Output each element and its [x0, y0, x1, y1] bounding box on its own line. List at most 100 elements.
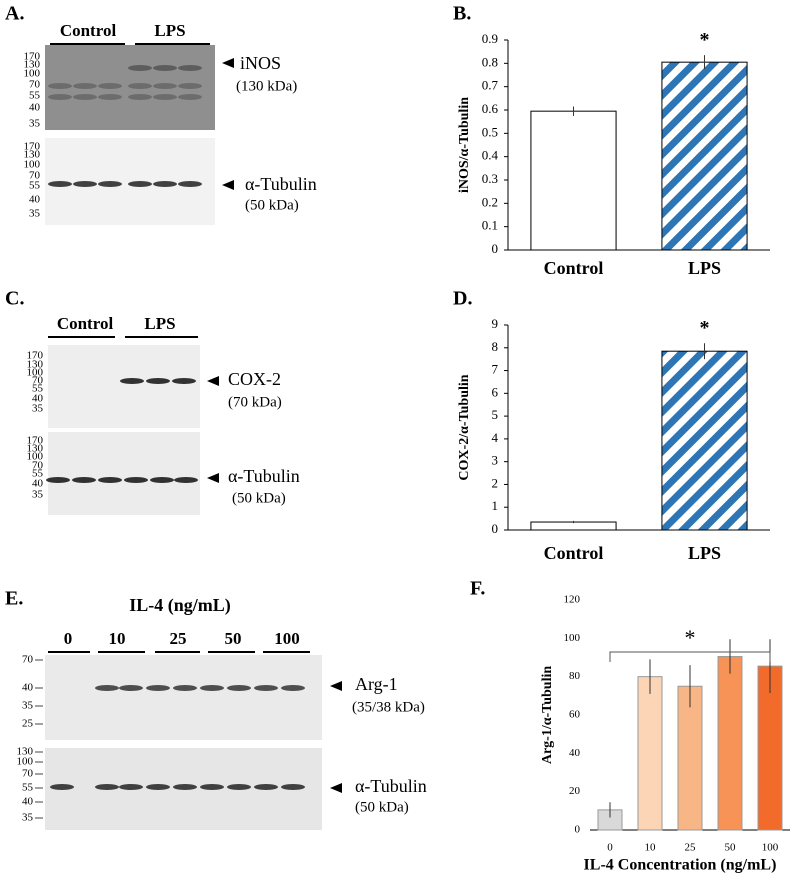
group-label: LPS	[154, 21, 185, 40]
blot-band	[146, 685, 170, 691]
blot-band	[98, 477, 122, 483]
marker-label: 25	[22, 718, 34, 730]
arrow	[222, 58, 234, 68]
group-label: 25	[170, 629, 187, 648]
blot-image	[45, 655, 322, 740]
blot-band	[124, 477, 148, 483]
marker-label: 35	[29, 118, 41, 130]
blot-band	[227, 685, 251, 691]
y-tick-label: 40	[569, 747, 581, 759]
marker-label: 170	[27, 350, 44, 362]
arrow	[330, 783, 342, 793]
group-label: Control	[60, 21, 117, 40]
marker-label: 100	[27, 451, 44, 463]
significance: *	[700, 317, 710, 339]
blot-band	[200, 784, 224, 790]
group-label: 100	[274, 629, 300, 648]
blot-band	[98, 181, 122, 187]
blot-band	[128, 83, 152, 89]
marker-label: 130	[17, 746, 34, 758]
panel-label: C.	[5, 288, 24, 310]
blot-band	[150, 477, 174, 483]
y-tick-label: 0.4	[482, 148, 499, 163]
marker-label: 70	[32, 460, 44, 472]
blot-band	[146, 378, 170, 384]
protein-label: (35/38 kDa)	[352, 699, 425, 715]
blot-band	[73, 83, 97, 89]
marker-label: 40	[32, 393, 44, 405]
panel-label: D.	[453, 288, 472, 310]
marker-label: 100	[24, 68, 41, 80]
y-tick-label: 0	[575, 824, 581, 836]
protein-label: (50 kDa)	[355, 799, 409, 815]
bar	[530, 521, 617, 531]
blot-band	[200, 685, 224, 691]
blot-band	[50, 784, 74, 790]
x-tick-label: Control	[544, 258, 604, 278]
marker-label: 55	[32, 383, 44, 395]
marker-label: 170	[24, 51, 41, 63]
marker-label: 70	[29, 170, 41, 182]
x-tick-label: 25	[685, 842, 697, 854]
blot-band	[48, 94, 72, 100]
marker-label: 40	[29, 102, 41, 114]
y-tick-label: 0	[492, 521, 499, 536]
y-axis-label: Arg-1/α-Tubulin	[540, 666, 555, 765]
marker-label: 40	[32, 478, 44, 490]
blot-band	[128, 94, 152, 100]
marker-label: 55	[29, 90, 41, 102]
arrow	[207, 376, 219, 386]
y-tick-label: 60	[569, 709, 581, 721]
y-tick-label: 0	[492, 241, 499, 256]
bar	[661, 61, 748, 251]
protein-label: α-Tubulin	[355, 776, 427, 796]
y-tick-label: 2	[492, 475, 499, 490]
blot-band	[281, 784, 305, 790]
panel-label: E.	[5, 588, 23, 610]
y-axis-label: iNOS/α-Tubulin	[457, 97, 472, 193]
y-tick-label: 5	[492, 407, 499, 422]
blot-band	[46, 477, 70, 483]
protein-label: (130 kDa)	[236, 78, 297, 94]
x-axis-label: IL-4 Concentration (ng/mL)	[584, 857, 777, 874]
x-tick-label: 10	[645, 842, 657, 854]
marker-label: 35	[22, 700, 34, 712]
x-tick-label: 0	[607, 842, 613, 854]
blot-band	[178, 65, 202, 71]
blot-band	[119, 784, 143, 790]
x-tick-label: 50	[725, 842, 737, 854]
group-label: 0	[64, 629, 73, 648]
marker-label: 130	[27, 443, 44, 455]
marker-label: 100	[24, 159, 41, 171]
protein-label: Arg-1	[355, 674, 398, 694]
marker-label: 130	[27, 359, 44, 371]
blot-band	[227, 784, 251, 790]
blot-image	[48, 432, 200, 515]
protein-label: (50 kDa)	[232, 490, 286, 506]
y-tick-label: 0.5	[482, 124, 498, 139]
panel-label: B.	[453, 3, 471, 25]
y-tick-label: 80	[569, 670, 581, 682]
blot-band	[72, 477, 96, 483]
y-tick-label: 0.2	[482, 194, 498, 209]
blot-band	[48, 181, 72, 187]
protein-label: iNOS	[240, 53, 281, 73]
bar	[677, 685, 703, 831]
marker-label: 55	[29, 180, 41, 192]
marker-label: 130	[24, 59, 41, 71]
blot-band	[98, 94, 122, 100]
blot-band	[119, 685, 143, 691]
protein-label: COX-2	[228, 369, 281, 389]
protein-label: (70 kDa)	[228, 394, 282, 410]
blot-band	[98, 83, 122, 89]
marker-label: 130	[24, 149, 41, 161]
blot-band	[153, 181, 177, 187]
marker-label: 70	[29, 79, 41, 91]
x-tick-label: LPS	[688, 258, 721, 278]
protein-label: α-Tubulin	[228, 466, 300, 486]
bar	[637, 676, 663, 831]
blot-band	[146, 784, 170, 790]
blot-band	[254, 685, 278, 691]
arrow	[222, 180, 234, 190]
